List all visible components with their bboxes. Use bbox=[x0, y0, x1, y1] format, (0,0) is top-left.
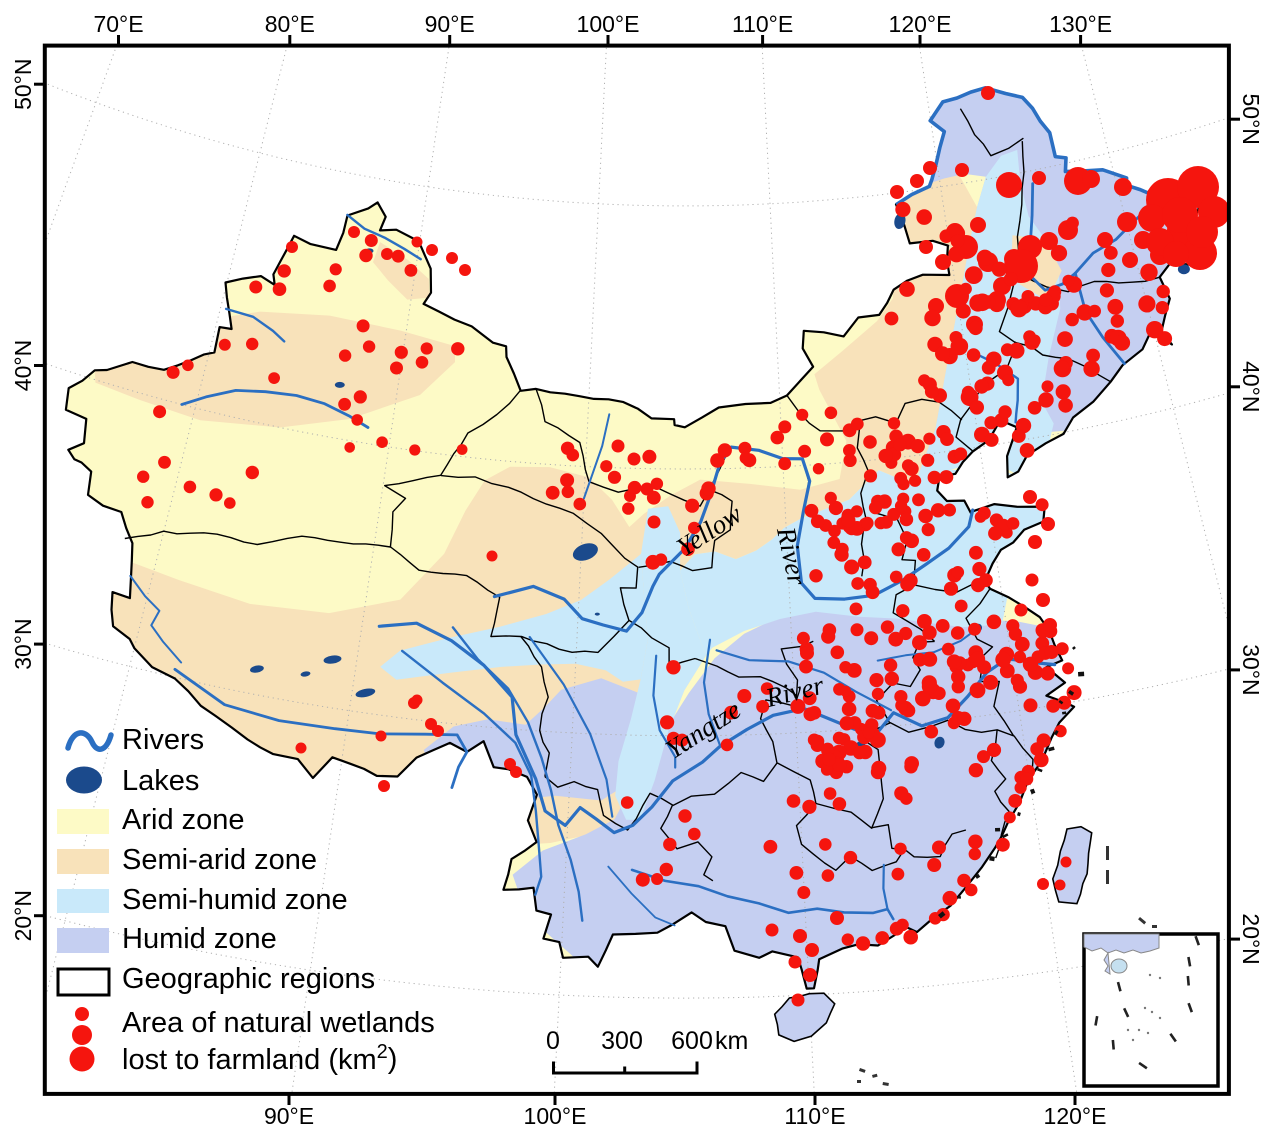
svg-text:Geographic regions: Geographic regions bbox=[122, 963, 375, 995]
svg-text:120°E: 120°E bbox=[1044, 1103, 1107, 1129]
svg-text:300: 300 bbox=[601, 1027, 643, 1055]
svg-text:80°E: 80°E bbox=[265, 11, 315, 37]
svg-text:50°N: 50°N bbox=[10, 59, 36, 110]
svg-text:Semi-arid zone: Semi-arid zone bbox=[122, 844, 317, 876]
svg-text:20°N: 20°N bbox=[10, 890, 36, 941]
svg-text:130°E: 130°E bbox=[1049, 11, 1112, 37]
svg-text:Humid zone: Humid zone bbox=[122, 923, 277, 955]
svg-text:Area of natural wetlands: Area of natural wetlands bbox=[122, 1007, 435, 1039]
svg-text:110°E: 110°E bbox=[732, 11, 793, 37]
svg-text:0: 0 bbox=[546, 1027, 560, 1055]
svg-text:Arid zone: Arid zone bbox=[122, 804, 245, 836]
svg-text:90°E: 90°E bbox=[425, 11, 475, 37]
svg-text:20°N: 20°N bbox=[1238, 913, 1264, 964]
svg-text:Semi-humid zone: Semi-humid zone bbox=[122, 884, 348, 916]
svg-text:km: km bbox=[715, 1027, 748, 1055]
svg-text:30°N: 30°N bbox=[10, 618, 36, 669]
svg-text:100°E: 100°E bbox=[524, 1103, 587, 1129]
svg-text:110°E: 110°E bbox=[784, 1103, 845, 1129]
svg-text:Lakes: Lakes bbox=[122, 765, 199, 797]
svg-text:lost to farmland (km2): lost to farmland (km2) bbox=[122, 1041, 397, 1076]
svg-text:70°E: 70°E bbox=[93, 11, 143, 37]
svg-text:90°E: 90°E bbox=[264, 1103, 314, 1129]
svg-text:40°N: 40°N bbox=[10, 340, 36, 391]
svg-text:30°N: 30°N bbox=[1238, 644, 1264, 695]
svg-text:100°E: 100°E bbox=[577, 11, 640, 37]
svg-text:120°E: 120°E bbox=[889, 11, 952, 37]
svg-text:40°N: 40°N bbox=[1238, 361, 1264, 412]
svg-text:Rivers: Rivers bbox=[122, 724, 204, 756]
svg-text:50°N: 50°N bbox=[1238, 94, 1264, 145]
svg-text:600: 600 bbox=[671, 1027, 713, 1055]
